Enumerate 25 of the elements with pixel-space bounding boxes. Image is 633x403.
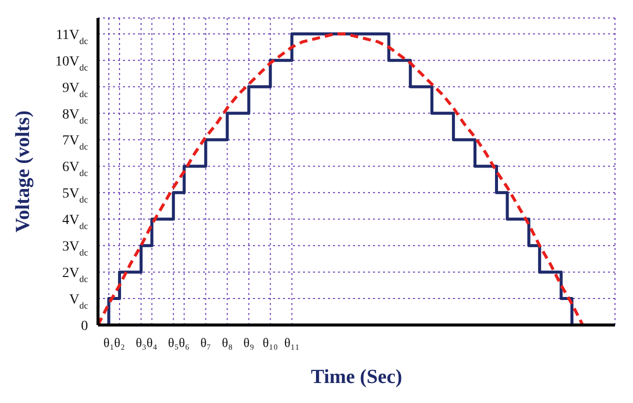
y-tick-label: 9V$_{dc}$ <box>62 80 88 99</box>
x-tick-label: θ₃ <box>136 335 146 350</box>
y-axis-title: Voltage (volts) <box>12 110 34 233</box>
y-tick-label: 7V$_{dc}$ <box>62 134 88 152</box>
y-tick-label: 8V$_{dc}$ <box>62 107 88 126</box>
y-tick-label: 6V$_{dc}$ <box>62 160 88 178</box>
y-tick-label: 5V$_{dc}$ <box>62 186 88 205</box>
y-tick-label: V$_{dc}$ <box>69 292 88 311</box>
x-tick-label: θ₁ <box>103 335 114 350</box>
y-tick-label: 3V$_{dc}$ <box>62 240 88 258</box>
y-tick-label: 4V$_{dc}$ <box>62 213 88 232</box>
x-tick-label: θ₅ <box>168 335 179 350</box>
y-tick-label: 10V$_{dc}$ <box>55 54 88 72</box>
x-tick-label: θ₁₁ <box>284 335 300 350</box>
x-tick-label: θ₆ <box>178 335 190 350</box>
x-tick-label: θ₉ <box>243 335 254 350</box>
y-tick-label: 2V$_{dc}$ <box>62 266 88 284</box>
x-tick-label: θ₇ <box>200 335 212 350</box>
y-tick-label: 0 <box>81 319 88 334</box>
y-tick-label: 11V$_{dc}$ <box>56 28 88 46</box>
x-tick-label: θ₁₀ <box>262 335 278 350</box>
x-tick-label: θ₂ <box>114 335 125 350</box>
x-tick-label: θ₄ <box>146 335 158 350</box>
x-tick-label: θ₈ <box>222 335 233 350</box>
x-axis-title: Time (Sec) <box>310 366 402 388</box>
